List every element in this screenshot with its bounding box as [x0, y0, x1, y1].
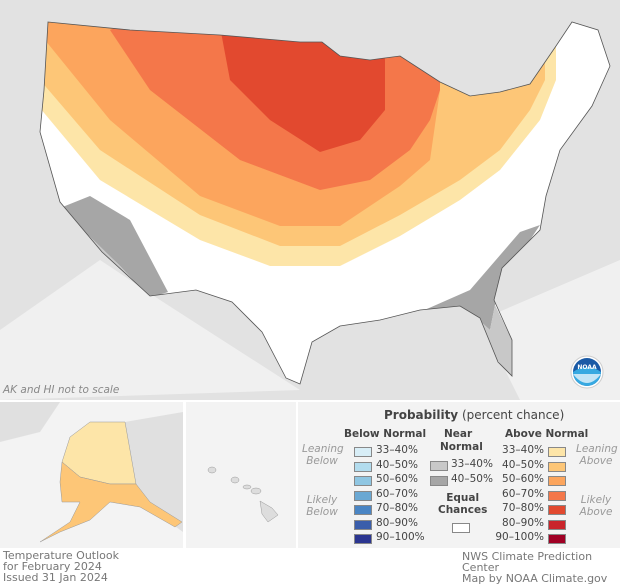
near-label: 40–50%	[451, 472, 493, 485]
above-label: 50–60%	[502, 473, 544, 485]
near-normal-header: Near	[444, 428, 473, 440]
above-label: 60–70%	[502, 487, 544, 500]
above-label: 40–50%	[502, 458, 544, 471]
near-swatch	[430, 475, 448, 486]
near-label: 33–40%	[451, 458, 493, 470]
legend-title: Probability (percent chance)	[384, 408, 565, 422]
below-swatch	[354, 447, 372, 457]
above-label: 33–40%	[502, 444, 544, 456]
above-swatch	[548, 490, 566, 501]
below-label: 50–60%	[376, 473, 418, 485]
above-swatch	[548, 461, 566, 472]
below-swatch	[354, 490, 372, 501]
below-swatch	[354, 519, 372, 530]
noaa-logo: NOAA	[570, 355, 604, 389]
above-swatch	[548, 519, 566, 530]
above-swatch	[548, 534, 566, 544]
us-temperature-outlook-map: NOAA	[0, 0, 620, 400]
above-label: 90–100%	[495, 531, 544, 543]
alaska-inset	[0, 402, 183, 548]
hawaii-inset	[186, 402, 296, 548]
map-credit: NWS Climate Prediction Center Map by NOAA…	[462, 550, 608, 585]
scale-note: AK and HI not to scale	[3, 384, 120, 396]
above-swatch	[548, 476, 566, 486]
below-label: 70–80%	[376, 502, 418, 514]
probability-legend: Probability (percent chance) Below Norma…	[298, 402, 620, 548]
below-swatch	[354, 534, 372, 544]
below-label: 60–70%	[376, 487, 418, 500]
above-swatch	[548, 505, 566, 515]
below-label: 40–50%	[376, 458, 418, 471]
below-label: 33–40%	[376, 444, 418, 456]
below-swatch	[354, 476, 372, 486]
map-title: Temperature Outlook for February 2024 Issu…	[3, 549, 120, 584]
above-normal-header: Above Normal	[505, 428, 589, 440]
below-label: 80–90%	[376, 516, 418, 529]
near-normal-se	[420, 225, 540, 330]
near-swatch	[430, 461, 448, 471]
equal-chances-label: Equal Chances	[438, 492, 488, 516]
equal-chances-swatch	[452, 523, 470, 533]
svg-text:NOAA: NOAA	[577, 364, 597, 371]
above-label: 80–90%	[502, 516, 544, 529]
near-normal-sw	[55, 196, 168, 298]
below-swatch	[354, 461, 372, 472]
below-swatch	[354, 505, 372, 515]
below-normal-header: Below Normal	[344, 428, 427, 440]
below-label: 90–100%	[376, 531, 425, 543]
above-swatch	[548, 447, 566, 457]
above-label: 70–80%	[502, 502, 544, 514]
